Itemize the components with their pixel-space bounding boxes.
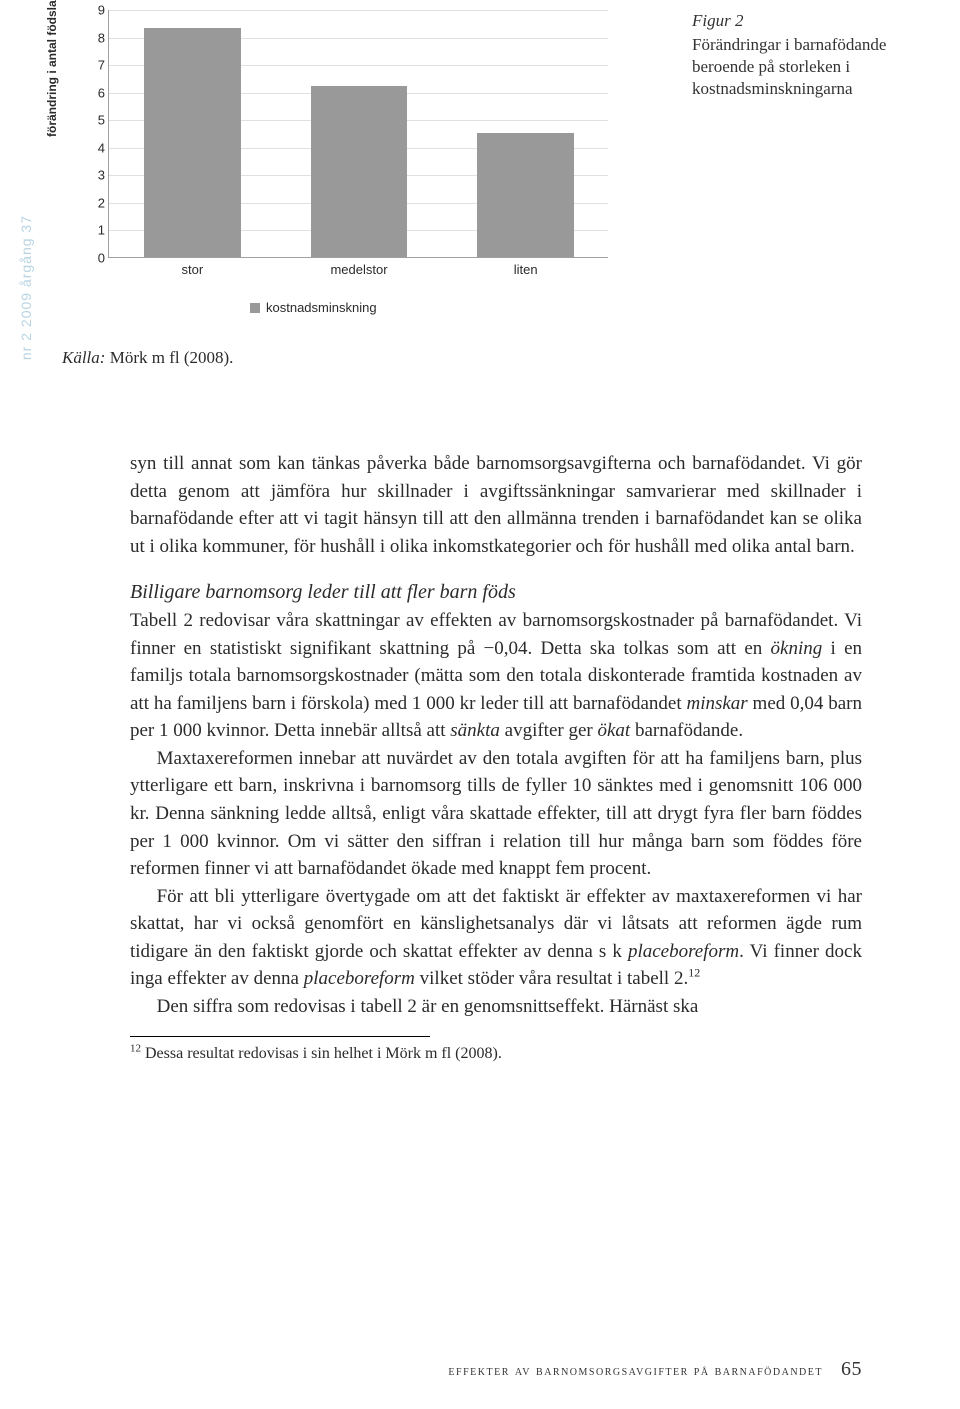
x-tick-label: stor	[132, 262, 252, 277]
para-2: Tabell 2 redovisar våra skattningar av e…	[130, 607, 862, 745]
footnote-text: Dessa resultat redovisas i sin helhet i …	[141, 1045, 502, 1062]
para-3: Maxtaxereformen innebar att nuvärdet av …	[130, 745, 862, 883]
y-tick-label: 8	[91, 30, 105, 45]
p2-em2: minskar	[686, 693, 747, 714]
footnote-12: 12 Dessa resultat redovisas i sin helhet…	[130, 1042, 862, 1065]
p2-span: Tabell 2 redovisar våra skattningar av e…	[130, 610, 862, 659]
figure-area: förändring i antal födslar per 1000 kvin…	[60, 10, 900, 340]
bar	[477, 133, 574, 257]
subhead: Billigare barnomsorg leder till att fler…	[130, 578, 862, 607]
footnote-num: 12	[130, 1043, 141, 1055]
legend-label: kostnadsminskning	[266, 300, 377, 315]
p2-span4: avgifter ger	[500, 720, 598, 741]
bar	[144, 28, 241, 257]
para-1: syn till annat som kan tänkas påverka bå…	[130, 450, 862, 560]
y-tick-label: 5	[91, 113, 105, 128]
footnote-rule	[130, 1036, 430, 1037]
y-tick-label: 1	[91, 223, 105, 238]
legend-swatch-icon	[250, 303, 260, 313]
y-axis-label: förändring i antal födslar per 1000 kvin…	[45, 0, 59, 137]
chart-legend: kostnadsminskning	[250, 300, 377, 315]
source-text: Mörk m fl (2008).	[105, 348, 233, 367]
chart-plot: 0123456789stormedelstorliten	[108, 10, 608, 258]
para-4: För att bli ytterligare övertygade om at…	[130, 883, 862, 993]
y-tick-label: 6	[91, 85, 105, 100]
p4-em1: placeboreform	[628, 941, 739, 962]
figure-label: Figur 2	[692, 10, 900, 32]
para-5: Den siffra som redovisas i tabell 2 är e…	[130, 993, 862, 1021]
p2-span5: barnafödande.	[630, 720, 743, 741]
bar	[311, 86, 408, 257]
y-tick-label: 2	[91, 195, 105, 210]
y-tick-label: 4	[91, 140, 105, 155]
page-number: 65	[841, 1358, 862, 1381]
source-prefix: Källa:	[62, 348, 105, 367]
p2-em3: sänkta	[450, 720, 500, 741]
figure-caption-text: Förändringar i barnafödande beroende på …	[692, 35, 886, 98]
page-footer: effekter av barnomsorgsavgifter på barna…	[448, 1358, 862, 1381]
footnote-ref-12: 12	[688, 966, 700, 980]
margin-issue-text: nr 2 2009 årgång 37	[18, 215, 34, 360]
figure-caption: Figur 2 Förändringar i barnafödande bero…	[692, 10, 900, 340]
y-tick-label: 3	[91, 168, 105, 183]
y-tick-label: 0	[91, 251, 105, 266]
footer-title: effekter av barnomsorgsavgifter på barna…	[448, 1364, 823, 1380]
x-tick-label: medelstor	[299, 262, 419, 277]
p4-span3: vilket stöder våra resultat i tabell 2.	[415, 968, 688, 989]
gridline	[109, 10, 608, 11]
chart-container: förändring i antal födslar per 1000 kvin…	[60, 10, 630, 290]
page: nr 2 2009 årgång 37 förändring i antal f…	[0, 0, 960, 1409]
p2-em1: ökning	[771, 638, 823, 659]
x-tick-label: liten	[466, 262, 586, 277]
p4-em2: placeboreform	[304, 968, 415, 989]
figure-source: Källa: Mörk m fl (2008).	[62, 348, 233, 368]
y-tick-label: 7	[91, 58, 105, 73]
y-tick-label: 9	[91, 3, 105, 18]
body-text: syn till annat som kan tänkas påverka bå…	[130, 450, 862, 1066]
p2-em4: ökat	[597, 720, 630, 741]
